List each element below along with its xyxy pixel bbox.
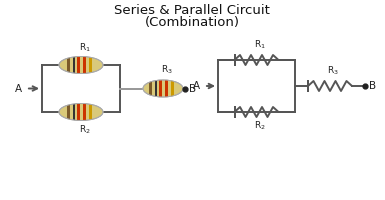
Bar [155,80,157,97]
Ellipse shape [59,56,103,73]
Bar [164,80,167,97]
Bar [149,80,152,97]
Text: B: B [369,81,376,91]
Text: R$_3$: R$_3$ [161,64,173,76]
Bar [73,104,75,120]
Bar [89,56,92,73]
Text: A: A [15,84,22,94]
Bar [171,80,174,97]
Text: R$_2$: R$_2$ [254,120,265,132]
Bar [82,104,85,120]
Text: A: A [193,81,200,91]
Text: R$_2$: R$_2$ [79,123,91,136]
Bar [67,104,70,120]
Ellipse shape [143,80,183,97]
Bar [89,104,92,120]
Bar [77,56,79,73]
Bar [67,56,70,73]
Text: R$_1$: R$_1$ [254,38,265,51]
Bar [77,104,79,120]
Bar [159,80,161,97]
Bar [82,56,85,73]
Bar [73,56,75,73]
Text: R$_1$: R$_1$ [79,42,91,54]
Ellipse shape [59,104,103,120]
Text: Series & Parallel Circuit: Series & Parallel Circuit [114,4,270,17]
Text: R$_3$: R$_3$ [327,64,339,77]
Text: (Combination): (Combination) [144,16,239,29]
Text: B: B [189,84,196,94]
